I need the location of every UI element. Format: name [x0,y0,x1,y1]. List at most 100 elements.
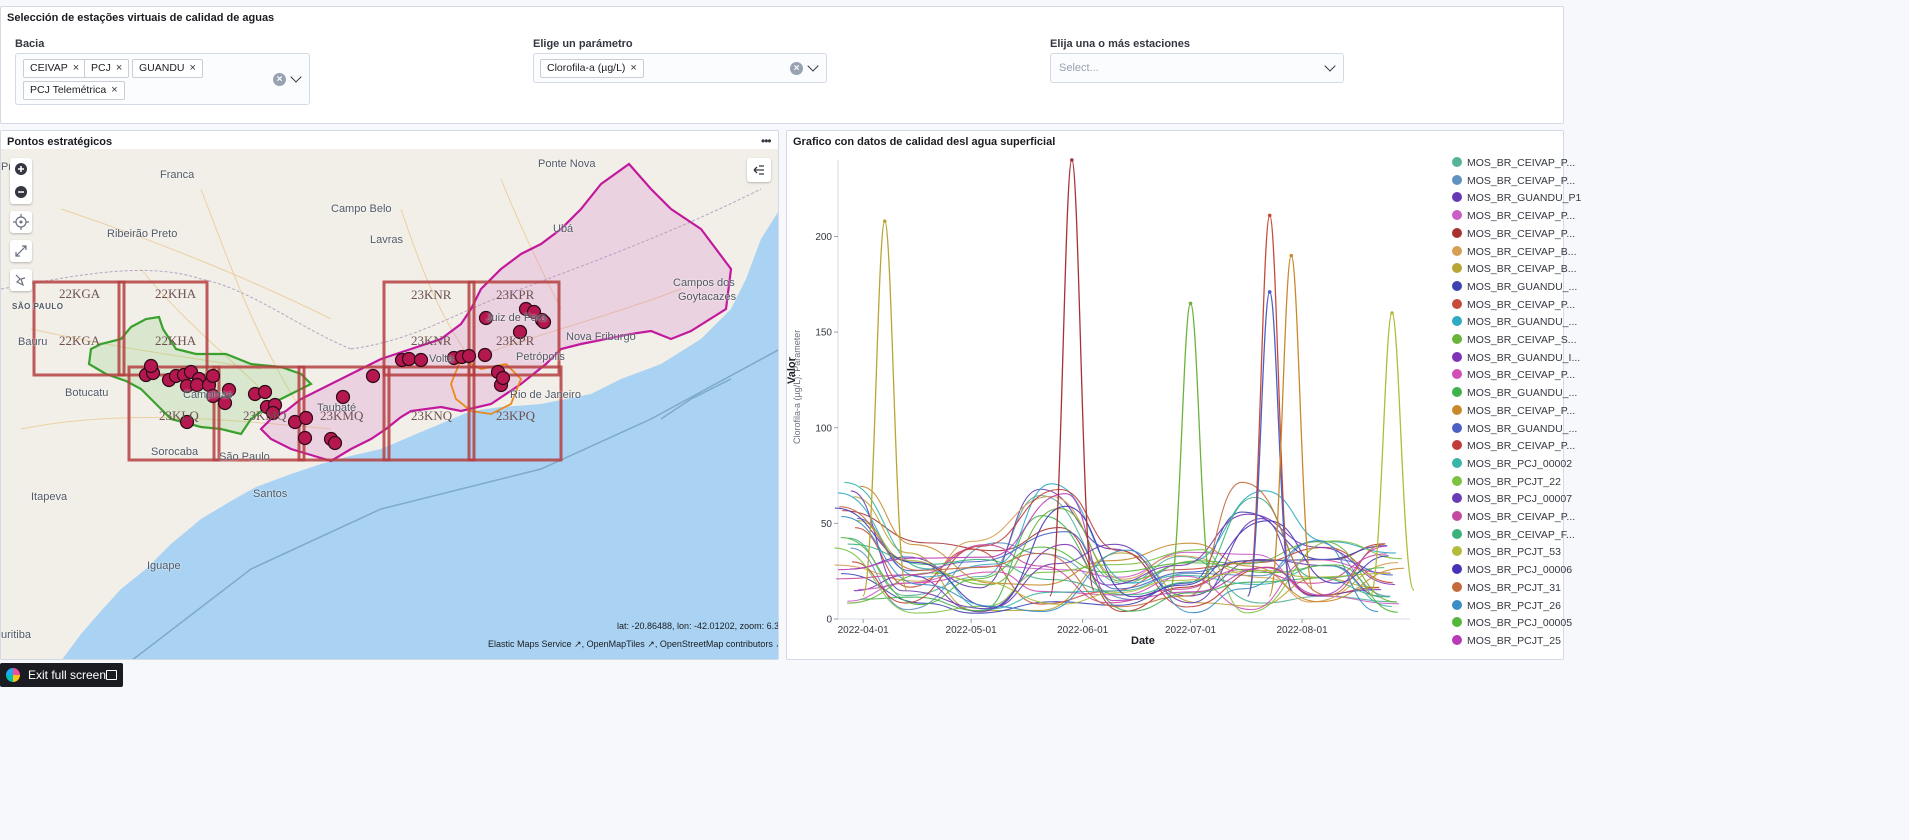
estaciones-combobox[interactable]: Select... [1050,53,1344,83]
series-peak-line[interactable] [1049,159,1095,597]
legend-item[interactable]: MOS_BR_GUANDU_... [1452,422,1577,435]
series-line[interactable] [848,495,1397,604]
legend-item[interactable]: MOS_BR_PCJT_25 [1452,634,1561,647]
chevron-down-icon[interactable] [807,60,819,72]
remove-chip-icon[interactable]: × [115,62,123,74]
station-point[interactable] [365,368,381,384]
station-point[interactable] [413,352,429,368]
bacia-chip[interactable]: GUANDU × [132,59,203,78]
series-line[interactable] [836,544,1387,604]
legend-item[interactable]: MOS_BR_CEIVAP_P... [1452,511,1575,523]
legend-item[interactable]: MOS_BR_GUANDU_P1 [1452,192,1581,204]
legend-item[interactable]: MOS_BR_CEIVAP_S... [1452,334,1577,346]
legend-item[interactable]: MOS_BR_PCJT_26 [1452,599,1561,612]
legend-item[interactable]: MOS_BR_PCJ_00002 [1452,457,1572,470]
data-point[interactable] [1390,311,1394,315]
data-point[interactable] [882,219,887,223]
station-point[interactable] [257,384,273,400]
attribution-link[interactable]: Elastic Maps Service [488,639,572,649]
station-point[interactable] [297,430,313,446]
parametro-combobox[interactable]: Clorofila-a (µg/L) × × [533,53,827,83]
data-point[interactable] [1070,158,1074,162]
series-line[interactable] [838,493,1387,602]
locate-icon[interactable] [10,211,32,233]
bacia-chip[interactable]: PCJ × [84,59,130,78]
parametro-chip[interactable]: Clorofila-a (µg/L) × [540,59,644,78]
series-line[interactable] [837,483,1396,584]
station-point[interactable] [401,351,417,367]
remove-chip-icon[interactable]: × [72,62,80,74]
station-point[interactable] [205,368,221,384]
series-peak-line[interactable] [1369,312,1415,597]
draw-tools-icon[interactable] [10,269,32,291]
series-line[interactable] [853,513,1395,613]
bacia-combobox[interactable]: CEIVAP × PCJ × GUANDU × PCJ Telemétrica × × [15,53,310,105]
series-line[interactable] [841,515,1379,614]
zoom-out-icon[interactable] [10,181,32,204]
series-line[interactable] [856,519,1391,605]
data-point[interactable] [1267,290,1272,294]
station-point[interactable] [221,382,237,398]
remove-chip-icon[interactable]: × [630,62,637,74]
chevron-down-icon[interactable] [290,71,302,83]
legend-item[interactable]: MOS_BR_CEIVAP_B... [1452,263,1577,275]
station-point[interactable] [179,414,195,430]
legend-item[interactable]: MOS_BR_CEIVAP_B... [1452,245,1577,258]
exit-fullscreen-button[interactable]: Exit full screen [0,663,123,687]
legend-item[interactable]: MOS_BR_CEIVAP_P... [1452,404,1575,417]
zoom-in-icon[interactable] [10,158,32,204]
bacia-chip[interactable]: PCJ Telemétrica × [23,81,125,100]
bacia-chip[interactable]: CEIVAP × [23,59,87,78]
station-point[interactable] [461,348,477,364]
station-point[interactable] [298,410,314,426]
series-peak-line[interactable] [862,220,908,597]
legend-item[interactable]: MOS_BR_CEIVAP_F... [1452,528,1575,541]
series-line[interactable] [841,511,1388,614]
legend-item[interactable]: MOS_BR_PCJ_00005 [1452,617,1572,629]
legend-item[interactable]: MOS_BR_GUANDU_... [1452,280,1577,293]
station-point[interactable] [495,370,511,386]
station-point[interactable] [335,389,351,405]
legend-item[interactable]: MOS_BR_CEIVAP_P... [1452,174,1575,187]
legend-item[interactable]: MOS_BR_CEIVAP_P... [1452,369,1575,381]
fit-bounds-icon[interactable] [10,240,32,262]
legend-item[interactable]: MOS_BR_PCJT_53 [1452,546,1561,558]
station-point[interactable] [536,314,552,330]
attribution-link[interactable]: OpenMapTiles [586,639,645,649]
station-point[interactable] [478,310,494,326]
series-peak-line[interactable] [1247,214,1293,597]
station-point[interactable] [205,388,221,404]
chevron-down-icon[interactable] [1324,60,1336,72]
station-point[interactable] [477,347,493,363]
series-line[interactable] [834,540,1403,614]
station-point[interactable] [327,435,343,451]
legend-item[interactable]: MOS_BR_PCJT_22 [1452,475,1561,488]
station-point[interactable] [217,395,233,411]
ellipsis-icon[interactable]: ••• [761,134,772,148]
clear-icon[interactable]: × [273,73,286,86]
legend-item[interactable]: MOS_BR_GUANDU_I... [1452,351,1580,364]
series-line[interactable] [859,485,1405,603]
series-line[interactable] [857,517,1393,590]
legend-item[interactable]: MOS_BR_PCJ_00006 [1452,564,1572,576]
layers-collapse-icon[interactable] [747,158,771,182]
attribution-link[interactable]: OpenStreetMap contributors [659,639,773,649]
data-point[interactable] [1188,301,1193,306]
legend-item[interactable]: MOS_BR_GUANDU_... [1452,387,1577,399]
station-point[interactable] [143,358,159,374]
remove-chip-icon[interactable]: × [111,84,118,96]
station-point[interactable] [512,324,528,340]
legend-item[interactable]: MOS_BR_PCJT_31 [1452,581,1561,594]
legend-item[interactable]: MOS_BR_CEIVAP_P... [1452,298,1575,311]
series-line[interactable] [834,505,1389,608]
legend-item[interactable]: MOS_BR_CEIVAP_P... [1452,440,1575,452]
clear-icon[interactable]: × [790,62,803,75]
data-point[interactable] [1267,213,1272,218]
data-point[interactable] [1289,253,1294,258]
map-canvas[interactable] [1,149,779,660]
remove-chip-icon[interactable]: × [189,62,196,74]
legend-item[interactable]: MOS_BR_PCJ_00007 [1452,493,1572,505]
series-line[interactable] [839,481,1385,608]
legend-item[interactable]: MOS_BR_GUANDU_... [1452,316,1577,328]
legend-item[interactable]: MOS_BR_CEIVAP_P... [1452,210,1575,222]
